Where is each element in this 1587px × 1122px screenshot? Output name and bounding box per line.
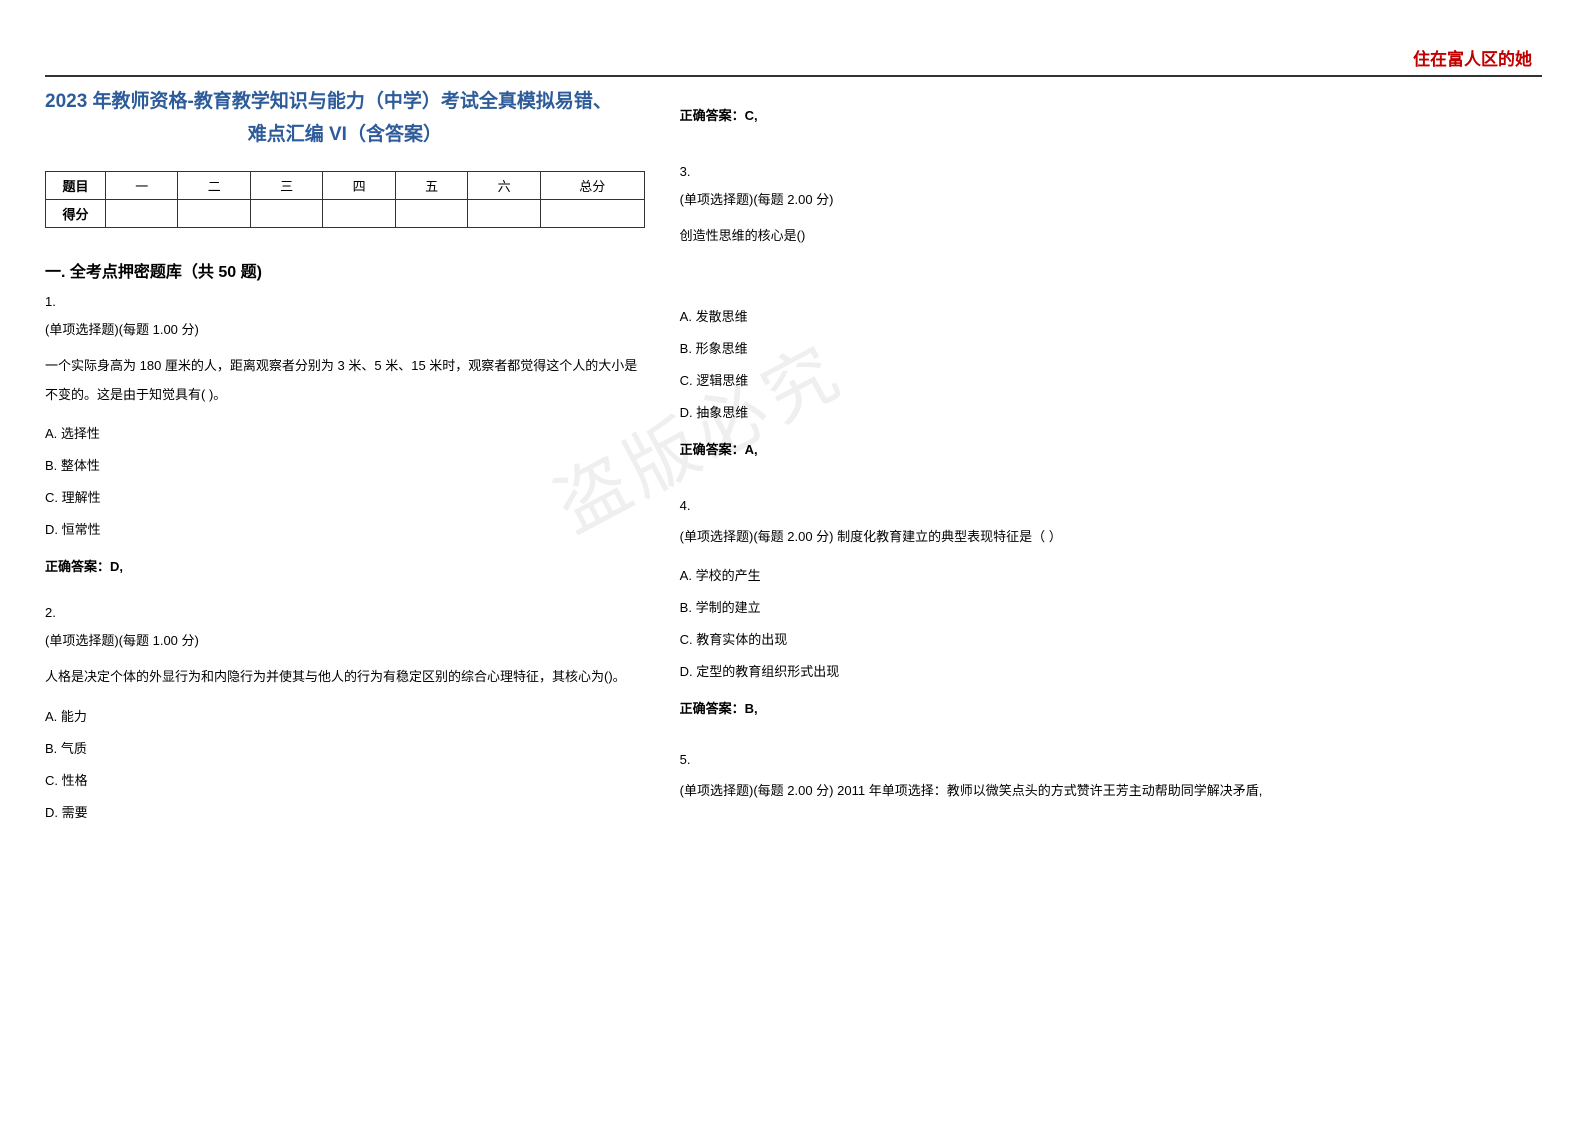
table-header: 六 [468,172,540,200]
option-a: A. 发散思维 [680,306,1542,325]
question-num: 3. [680,164,1542,179]
table-cell [106,200,178,228]
answer: 正确答案：A, [680,439,1542,458]
question-1: 1. (单项选择题)(每题 1.00 分) 一个实际身高为 180 厘米的人，距… [45,294,645,575]
question-2: 2. (单项选择题)(每题 1.00 分) 人格是决定个体的外显行为和内隐行为并… [45,605,645,821]
answer: 正确答案：C, [680,105,1542,124]
table-header: 三 [250,172,322,200]
question-type-stem: (单项选择题)(每题 2.00 分) 2011 年单项选择：教师以微笑点头的方式… [680,777,1542,806]
option-c: C. 教育实体的出现 [680,629,1542,648]
table-cell [468,200,540,228]
content-wrapper: 2023 年教师资格-教育教学知识与能力（中学）考试全真模拟易错、 难点汇编 V… [45,85,1542,851]
question-5: 5. (单项选择题)(每题 2.00 分) 2011 年单项选择：教师以微笑点头… [680,752,1542,806]
option-c: C. 逻辑思维 [680,370,1542,389]
table-header: 二 [178,172,250,200]
option-c: C. 性格 [45,770,645,789]
left-column: 2023 年教师资格-教育教学知识与能力（中学）考试全真模拟易错、 难点汇编 V… [45,85,645,851]
table-header: 一 [106,172,178,200]
question-4: 4. (单项选择题)(每题 2.00 分) 制度化教育建立的典型表现特征是（ ）… [680,498,1542,718]
question-type: (单项选择题)(每题 1.00 分) [45,319,645,338]
table-header: 题目 [46,172,106,200]
score-table: 题目 一 二 三 四 五 六 总分 得分 [45,171,645,228]
option-b: B. 气质 [45,738,645,757]
option-b: B. 整体性 [45,455,645,474]
table-cell [323,200,395,228]
question-stem: 创造性思维的核心是() [680,222,1542,251]
option-a: A. 学校的产生 [680,565,1542,584]
question-type: (单项选择题)(每题 1.00 分) [45,630,645,649]
question-stem: 人格是决定个体的外显行为和内隐行为并使其与他人的行为有稳定区别的综合心理特征，其… [45,663,645,692]
option-d: D. 需要 [45,802,645,821]
question-stem: 一个实际身高为 180 厘米的人，距离观察者分别为 3 米、5 米、15 米时，… [45,352,645,409]
table-row: 题目 一 二 三 四 五 六 总分 [46,172,645,200]
question-num: 1. [45,294,645,309]
table-cell [540,200,644,228]
divider-line [45,75,1542,77]
option-b: B. 学制的建立 [680,597,1542,616]
option-d: D. 抽象思维 [680,402,1542,421]
table-header: 五 [395,172,467,200]
option-a: A. 选择性 [45,423,645,442]
option-a: A. 能力 [45,706,645,725]
right-column: 正确答案：C, 3. (单项选择题)(每题 2.00 分) 创造性思维的核心是(… [680,85,1542,851]
question-3: 3. (单项选择题)(每题 2.00 分) 创造性思维的核心是() A. 发散思… [680,164,1542,458]
option-b: B. 形象思维 [680,338,1542,357]
table-header: 四 [323,172,395,200]
section-title: 一. 全考点押密题库（共 50 题) [45,258,645,282]
question-num: 5. [680,752,1542,767]
doc-title-line2: 难点汇编 VI（含答案） [45,119,645,146]
question-num: 2. [45,605,645,620]
table-cell: 得分 [46,200,106,228]
question-type-stem: (单项选择题)(每题 2.00 分) 制度化教育建立的典型表现特征是（ ） [680,523,1542,552]
table-row: 得分 [46,200,645,228]
option-d: D. 恒常性 [45,519,645,538]
doc-title-line1: 2023 年教师资格-教育教学知识与能力（中学）考试全真模拟易错、 [45,85,645,119]
answer: 正确答案：B, [680,698,1542,717]
option-d: D. 定型的教育组织形式出现 [680,661,1542,680]
answer: 正确答案：D, [45,556,645,575]
header-right-text: 住在富人区的她 [1413,45,1532,70]
question-type: (单项选择题)(每题 2.00 分) [680,189,1542,208]
question-num: 4. [680,498,1542,513]
table-header: 总分 [540,172,644,200]
option-c: C. 理解性 [45,487,645,506]
table-cell [395,200,467,228]
table-cell [178,200,250,228]
table-cell [250,200,322,228]
